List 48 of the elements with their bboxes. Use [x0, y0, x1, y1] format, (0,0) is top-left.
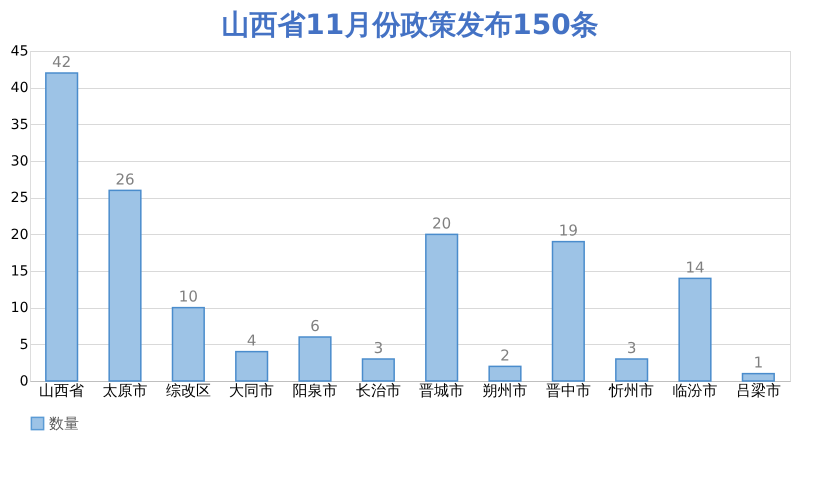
- bar: [172, 306, 205, 382]
- x-tick-label: 临汾市: [672, 382, 718, 400]
- x-tick-label: 朔州市: [482, 382, 528, 400]
- bar: [488, 366, 522, 382]
- legend-label: 数量: [49, 414, 79, 432]
- y-tick-label: 45: [10, 44, 28, 60]
- x-tick-label: 晋中市: [546, 382, 591, 400]
- x-tick-label: 阳泉市: [292, 382, 338, 400]
- bar: [45, 72, 78, 382]
- data-label: 4: [246, 332, 256, 350]
- x-tick-label: 长治市: [356, 382, 401, 400]
- y-tick-label: 35: [10, 116, 28, 133]
- bar: [742, 372, 775, 382]
- y-tick-label: 20: [10, 226, 28, 243]
- y-tick-label: 40: [10, 80, 28, 96]
- x-tick-label: 吕梁市: [736, 382, 781, 400]
- bar: [108, 190, 142, 382]
- y-tick-label: 10: [10, 300, 28, 316]
- x-tick-label: 太原市: [102, 382, 148, 400]
- data-label: 2: [500, 346, 510, 364]
- bar: [678, 278, 712, 382]
- bar: [425, 234, 458, 382]
- data-label: 26: [115, 170, 135, 188]
- x-tick-label: 忻州市: [608, 382, 654, 400]
- y-tick-label: 25: [10, 190, 28, 206]
- y-tick-label: 15: [10, 264, 28, 280]
- bar: [615, 358, 648, 382]
- data-label: 19: [558, 222, 578, 240]
- bar: [362, 358, 395, 382]
- y-tick-label: 5: [20, 336, 28, 353]
- data-label: 1: [754, 354, 764, 372]
- data-label: 20: [432, 214, 452, 232]
- data-label: 10: [178, 288, 198, 306]
- data-label: 14: [685, 258, 705, 276]
- data-label: 3: [626, 339, 636, 357]
- bar: [298, 336, 332, 382]
- bar: [552, 240, 585, 382]
- y-tick-label: 0: [20, 374, 28, 390]
- x-tick-label: 综改区: [166, 382, 211, 400]
- data-label: 3: [374, 339, 384, 357]
- chart-title: 山西省11月份政策发布150条: [221, 8, 599, 41]
- x-tick-label: 山西省: [39, 382, 84, 400]
- data-label: 42: [52, 53, 72, 71]
- data-label: 6: [310, 317, 320, 335]
- bar: [235, 350, 268, 382]
- y-tick-label: 30: [10, 154, 28, 170]
- x-tick-label: 大同市: [229, 382, 274, 400]
- x-tick-label: 晋城市: [419, 382, 464, 400]
